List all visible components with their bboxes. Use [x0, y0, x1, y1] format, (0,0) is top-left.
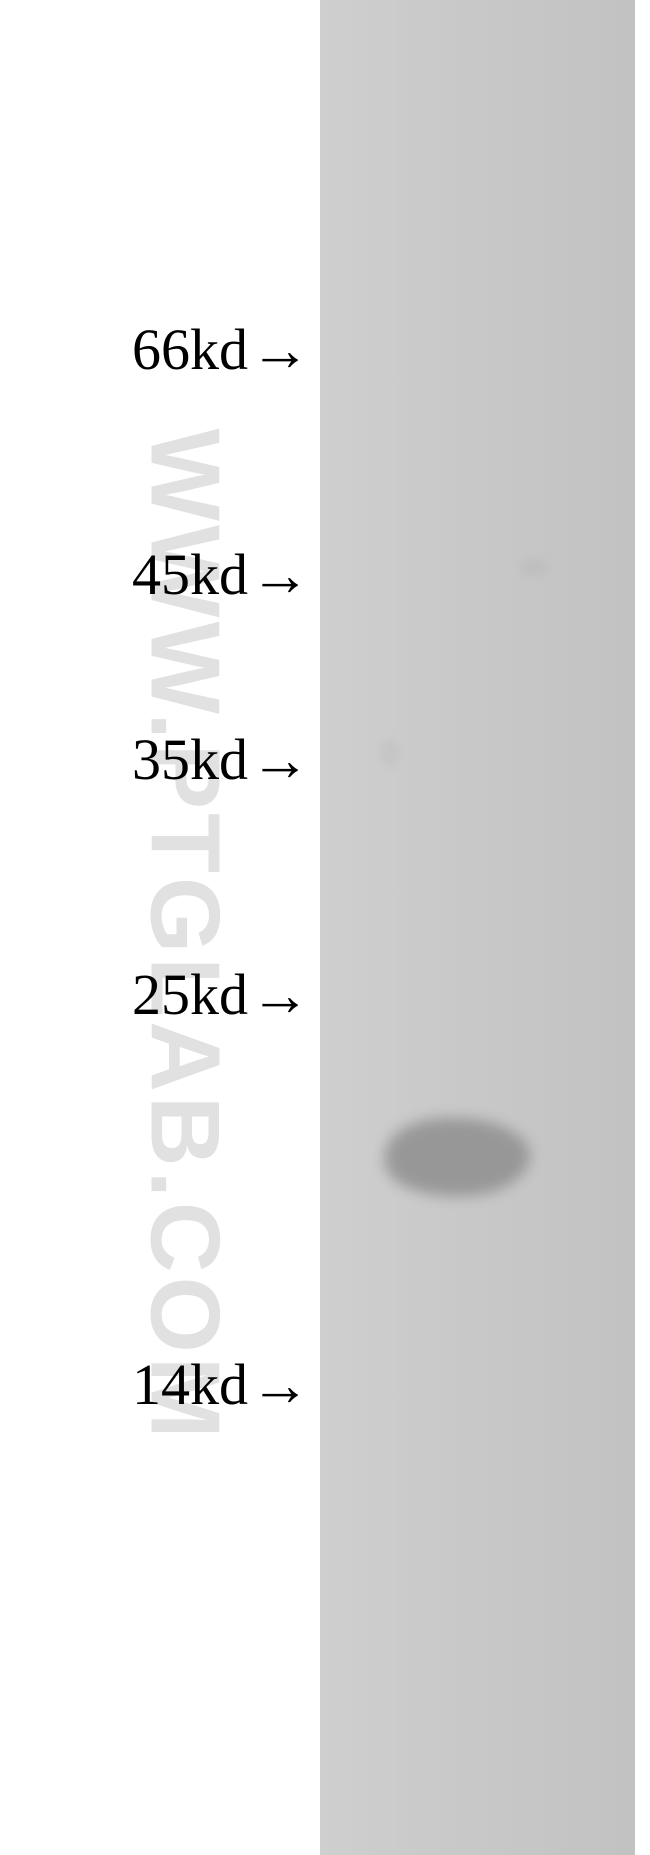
arrow-right-icon: → — [250, 320, 310, 380]
mw-marker-66: 66kd→ — [132, 316, 310, 383]
mw-marker-label: 66kd — [132, 316, 248, 383]
mw-marker-14: 14kd→ — [132, 1351, 310, 1418]
faint-spot — [520, 558, 548, 576]
arrow-right-icon: → — [250, 730, 310, 790]
mw-marker-label: 25kd — [132, 961, 248, 1028]
arrow-right-icon: → — [250, 1355, 310, 1415]
protein-band — [385, 1118, 530, 1196]
mw-marker-45: 45kd→ — [132, 541, 310, 608]
arrow-right-icon: → — [250, 545, 310, 605]
blot-lane — [320, 0, 635, 1855]
mw-marker-25: 25kd→ — [132, 961, 310, 1028]
mw-marker-label: 35kd — [132, 726, 248, 793]
watermark-text: WWW.PTGLAB.COM — [129, 186, 242, 1686]
mw-marker-label: 14kd — [132, 1351, 248, 1418]
mw-marker-35: 35kd→ — [132, 726, 310, 793]
mw-marker-label: 45kd — [132, 541, 248, 608]
faint-spot — [380, 740, 400, 766]
arrow-right-icon: → — [250, 965, 310, 1025]
